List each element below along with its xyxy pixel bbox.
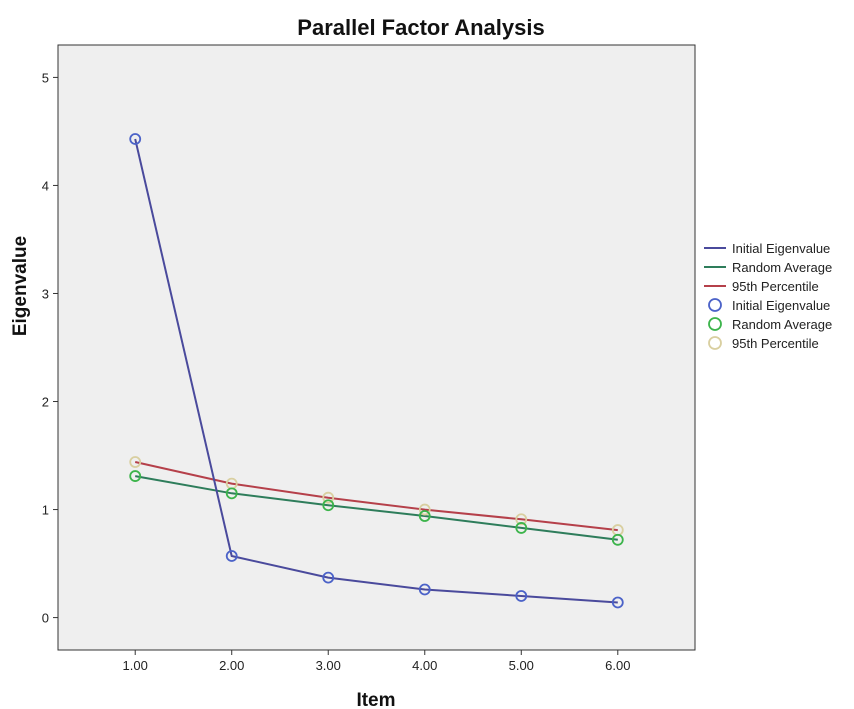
y-axis-label: Eigenvalue	[10, 236, 31, 336]
y-tick-label: 2	[42, 395, 49, 410]
y-tick-label: 3	[42, 286, 49, 301]
data-point	[129, 133, 142, 145]
series-line	[134, 138, 618, 604]
legend-label: Initial Eigenvalue	[732, 298, 830, 313]
y-tick-label: 1	[42, 503, 49, 518]
y-axis: 0 1 2 3 4 5	[42, 70, 58, 626]
legend-marker-swatch	[708, 298, 722, 312]
legend-label: Random Average	[732, 260, 832, 275]
data-point	[225, 550, 238, 562]
y-tick-label: 0	[42, 611, 49, 626]
data-point	[322, 491, 335, 504]
data-point	[129, 470, 142, 482]
legend-marker-swatch	[708, 317, 722, 331]
data-point	[611, 533, 624, 546]
legend: Initial Eigenvalue Random Average 95th Per…	[704, 241, 832, 351]
data-point	[418, 503, 431, 516]
x-tick-label: 3.00	[316, 658, 341, 673]
chart-title: Parallel Factor Analysis	[297, 15, 544, 40]
series-markers	[129, 133, 624, 609]
data-point	[129, 456, 142, 468]
data-point	[515, 590, 528, 602]
plot-area	[57, 44, 696, 651]
x-tick-label: 5.00	[509, 658, 534, 673]
x-axis-label: Item	[356, 690, 395, 709]
data-point	[418, 583, 431, 596]
data-point	[322, 499, 335, 512]
legend-label: 95th Percentile	[732, 279, 819, 294]
data-point	[515, 513, 528, 526]
data-point	[515, 522, 528, 534]
data-point	[225, 487, 238, 500]
data-point	[322, 571, 335, 584]
x-axis: 1.00 2.00 3.00 4.00 5.00 6.00	[123, 650, 630, 673]
legend-label: Initial Eigenvalue	[732, 241, 830, 256]
data-point	[611, 596, 624, 609]
legend-marker-swatch	[708, 336, 722, 350]
legend-label: Random Average	[732, 317, 832, 332]
y-tick-label: 4	[42, 178, 49, 193]
x-tick-label: 6.00	[605, 658, 630, 673]
series-lines	[134, 138, 618, 604]
y-tick-label: 5	[42, 70, 49, 85]
series-line	[134, 461, 618, 532]
x-tick-label: 1.00	[123, 658, 148, 673]
x-tick-label: 4.00	[412, 658, 437, 673]
legend-label: 95th Percentile	[732, 336, 819, 351]
data-point	[418, 510, 431, 522]
x-tick-label: 2.00	[219, 658, 244, 673]
